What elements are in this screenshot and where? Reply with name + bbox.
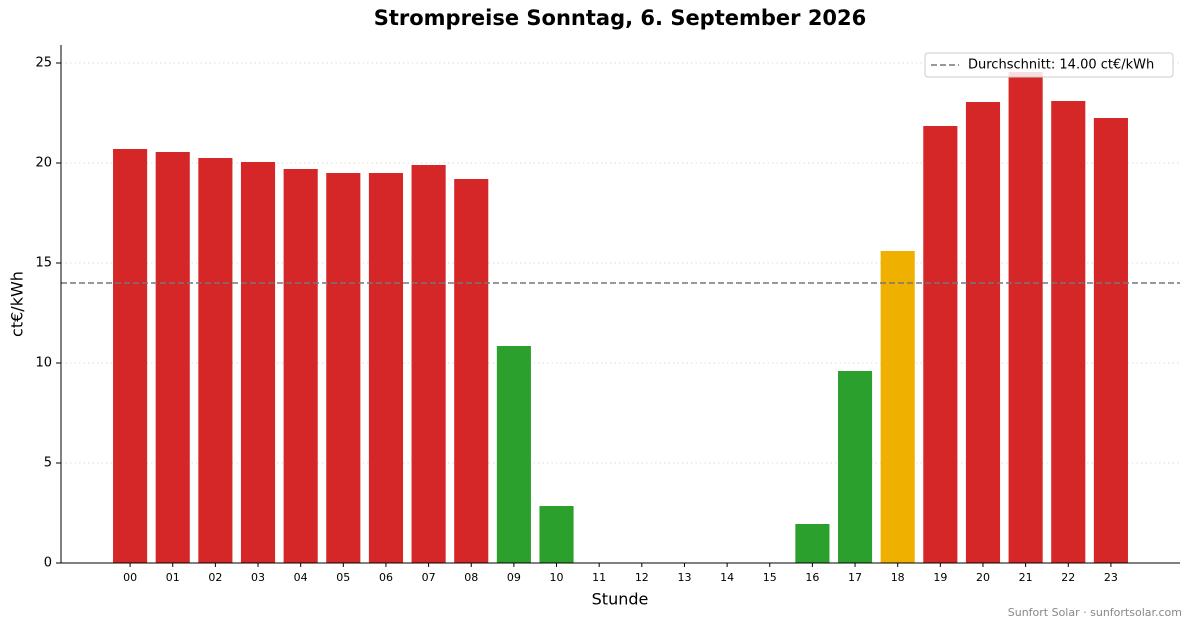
bar <box>411 165 446 563</box>
y-tick-label: 20 <box>35 156 52 171</box>
bar <box>1093 118 1128 563</box>
x-tick-label: 16 <box>805 571 819 584</box>
legend-box <box>924 52 1174 78</box>
bar <box>795 524 830 563</box>
x-tick-label: 23 <box>1104 571 1118 584</box>
x-tick-label: 13 <box>677 571 691 584</box>
x-axis-label: Stunde <box>592 590 649 609</box>
bar <box>454 179 489 563</box>
x-tick-label: 02 <box>208 571 222 584</box>
bar <box>326 173 361 563</box>
x-tick-label: 15 <box>763 571 777 584</box>
x-tick-label: 08 <box>464 571 478 584</box>
x-tick-label: 01 <box>166 571 180 584</box>
bar <box>539 506 574 563</box>
y-tick-label: 5 <box>44 456 52 471</box>
x-tick-label: 09 <box>507 571 521 584</box>
bar <box>965 102 1001 563</box>
y-axis-label: ct€/kWh <box>8 271 27 337</box>
bar <box>113 149 148 563</box>
x-tick-label: 19 <box>933 571 947 584</box>
bar <box>368 173 404 563</box>
x-tick-label: 20 <box>976 571 990 584</box>
x-tick-label: 11 <box>592 571 606 584</box>
x-tick-label: 18 <box>891 571 905 584</box>
x-tick-label: 14 <box>720 571 734 584</box>
y-tick-label: 25 <box>35 56 52 71</box>
x-tick-label: 04 <box>294 571 308 584</box>
bar <box>1008 72 1043 563</box>
bar <box>240 162 276 563</box>
x-tick-label: 10 <box>550 571 564 584</box>
bar <box>283 169 318 563</box>
bar <box>496 346 531 563</box>
x-tick-label: 05 <box>336 571 350 584</box>
y-tick-label: 15 <box>35 256 52 271</box>
x-tick-label: 03 <box>251 571 265 584</box>
x-tick-label: 17 <box>848 571 862 584</box>
bar <box>155 152 190 563</box>
x-tick-label: 00 <box>123 571 137 584</box>
x-tick-label: 21 <box>1019 571 1033 584</box>
bar <box>1051 101 1086 563</box>
legend-label: Durchschnitt: 14.00 ct€/kWh <box>968 58 1154 73</box>
x-tick-label: 22 <box>1061 571 1075 584</box>
bar <box>198 158 233 563</box>
bar <box>923 126 958 563</box>
x-tick-label: 07 <box>422 571 436 584</box>
y-tick-label: 0 <box>44 556 52 571</box>
bar <box>837 371 873 563</box>
footer: Sunfort Solar · sunfortsolar.com <box>1008 606 1182 619</box>
x-tick-label: 06 <box>379 571 393 584</box>
y-tick-label: 10 <box>35 356 52 371</box>
x-tick-label: 12 <box>635 571 649 584</box>
chart-title: Strompreise Sonntag, 6. September 2026 <box>374 6 867 30</box>
bar <box>880 251 915 563</box>
